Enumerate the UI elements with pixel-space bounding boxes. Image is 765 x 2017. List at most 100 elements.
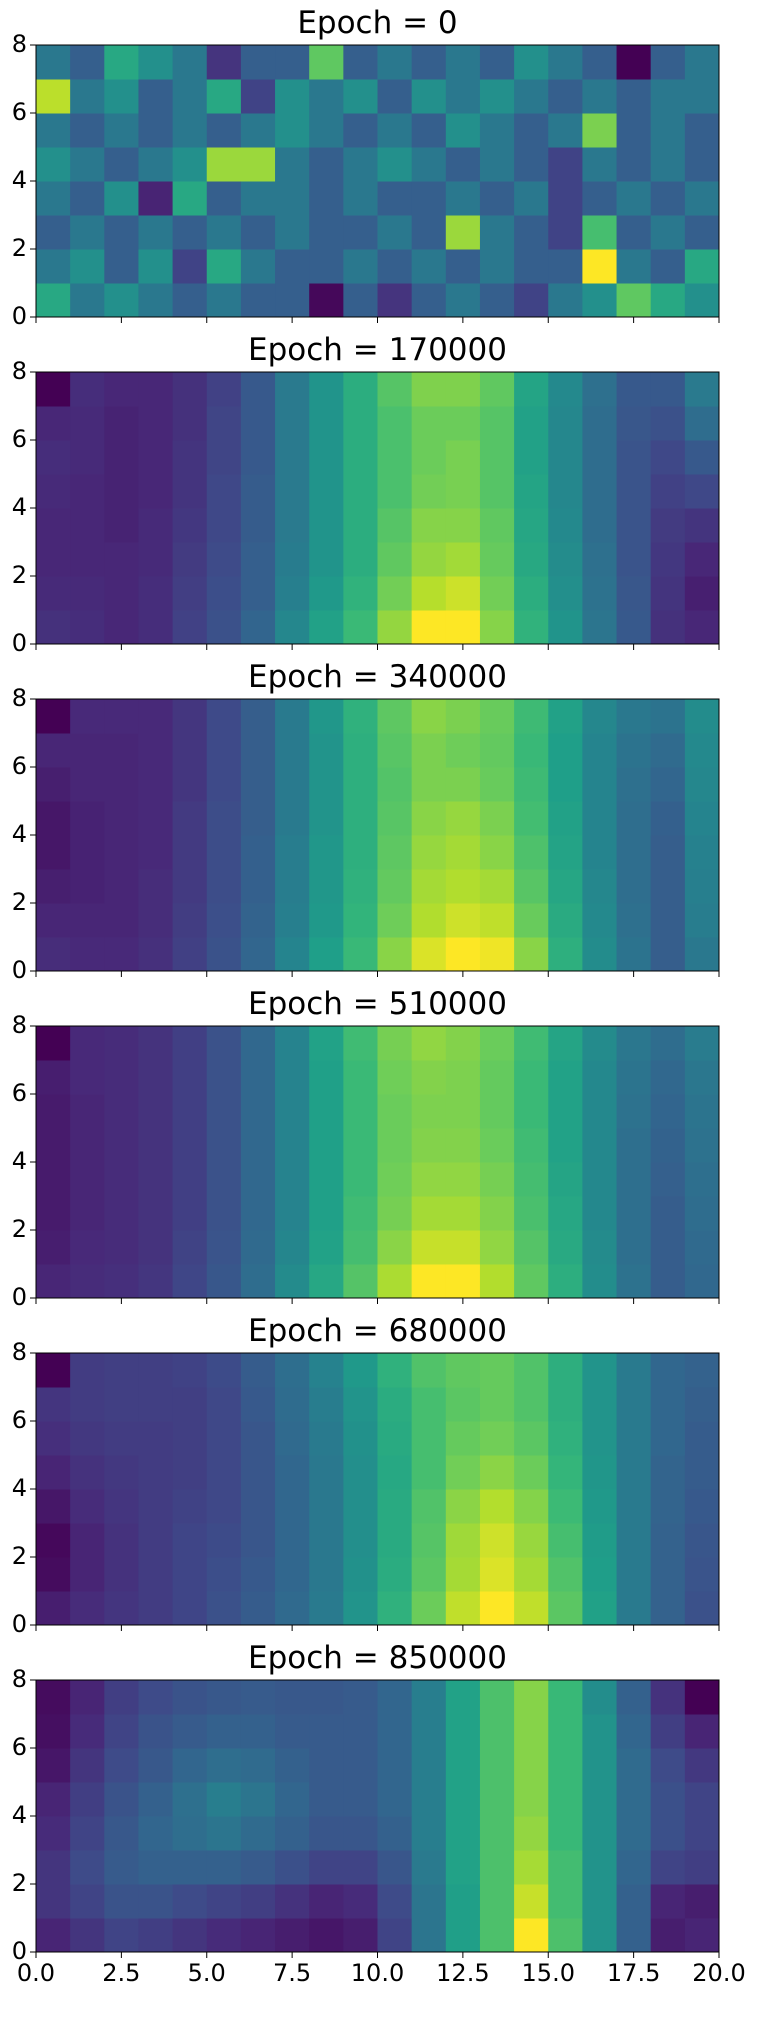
heat-cell (684, 576, 720, 611)
heat-cell (548, 801, 583, 836)
heat-cell (70, 1353, 105, 1388)
heat-cell (70, 1850, 105, 1885)
heat-cell (343, 1782, 378, 1817)
heat-cell (377, 801, 413, 836)
heat-cell (343, 113, 378, 148)
heat-cell (138, 1782, 174, 1817)
heat-cell (240, 1680, 276, 1715)
heat-cell (616, 1850, 652, 1885)
y-tick-label: 4 (12, 1474, 27, 1502)
heat-cell (309, 1094, 344, 1129)
heat-cell (343, 1816, 378, 1851)
heat-cell (582, 835, 618, 870)
heat-cell (616, 1196, 652, 1231)
heat-cell (275, 1387, 310, 1422)
heat-cell (104, 1489, 139, 1524)
heat-cell (172, 835, 208, 870)
heat-cell (206, 1230, 242, 1265)
heat-cell (445, 406, 481, 441)
x-tick-label: 2.5 (102, 1959, 140, 1987)
heat-cell (445, 610, 481, 645)
heat-cell (206, 215, 242, 250)
heat-cell (616, 1264, 652, 1299)
heat-cell (309, 1816, 344, 1851)
heat-cell (138, 440, 174, 475)
heat-cell (240, 733, 276, 768)
heat-cell (582, 1387, 618, 1422)
heat-cell (309, 1353, 344, 1388)
heat-cell (343, 1264, 378, 1299)
heat-cell (684, 283, 720, 318)
heat-cell (582, 1489, 618, 1524)
y-tick-label: 4 (12, 493, 27, 521)
heat-cell (548, 147, 583, 182)
heat-cell (445, 372, 481, 407)
heat-cell (36, 1680, 71, 1715)
chart-title: Epoch = 510000 (248, 986, 507, 1022)
heat-cell (479, 1264, 515, 1299)
heat-cell (172, 801, 208, 836)
heat-cell (479, 767, 515, 802)
heat-cell (36, 576, 71, 611)
heat-cell (650, 699, 686, 734)
heat-cell (650, 1591, 686, 1626)
heat-cell (479, 1230, 515, 1265)
heat-cell (70, 542, 105, 577)
heat-cell (650, 79, 686, 114)
heat-cell (309, 181, 344, 216)
heat-cell (548, 508, 583, 543)
heat-cell (377, 1162, 413, 1197)
chart-title: Epoch = 170000 (248, 332, 507, 368)
heat-cell (650, 1162, 686, 1197)
heat-cell (479, 1128, 515, 1163)
heat-cell (684, 1421, 720, 1456)
heat-cell (582, 1421, 618, 1456)
heat-cell (514, 372, 549, 407)
heat-cell (206, 1060, 242, 1095)
heat-cell (240, 1850, 276, 1885)
heat-cell (650, 1353, 686, 1388)
heat-cell (411, 283, 447, 318)
heat-cell (684, 1748, 720, 1783)
heat-cell (514, 1353, 549, 1388)
heat-cell (104, 147, 139, 182)
heat-cell (479, 147, 515, 182)
heat-cell (206, 45, 242, 80)
heat-cell (616, 1782, 652, 1817)
heat-cell (172, 699, 208, 734)
heat-cell (411, 903, 447, 938)
heat-cell (104, 1714, 139, 1749)
heat-cell (70, 1680, 105, 1715)
heat-cell (343, 1918, 378, 1953)
heat-cell (684, 508, 720, 543)
heat-cell (616, 1421, 652, 1456)
heat-cell (479, 1162, 515, 1197)
heat-cell (684, 1714, 720, 1749)
chart-title: Epoch = 0 (297, 5, 457, 41)
heat-cell (138, 215, 174, 250)
heat-cell (582, 215, 618, 250)
heat-cell (70, 1591, 105, 1626)
heat-cell (275, 1128, 310, 1163)
heat-cell (104, 1455, 139, 1490)
heat-cell (343, 45, 378, 80)
heat-cell (684, 1816, 720, 1851)
heat-cell (548, 767, 583, 802)
heat-cell (172, 1060, 208, 1095)
heat-cell (275, 1850, 310, 1885)
heat-cell (343, 1455, 378, 1490)
heat-cell (309, 1557, 344, 1592)
heat-cell (684, 372, 720, 407)
heat-cell (411, 1523, 447, 1558)
heat-cell (377, 1353, 413, 1388)
heat-cell (343, 542, 378, 577)
heat-cell (411, 508, 447, 543)
heat-cell (548, 1162, 583, 1197)
heat-cell (445, 699, 481, 734)
heat-cell (206, 1489, 242, 1524)
heat-cell (684, 1557, 720, 1592)
heat-cell (479, 610, 515, 645)
heat-cell (445, 1918, 481, 1953)
heat-cell (206, 181, 242, 216)
y-tick-label: 8 (12, 1665, 27, 1693)
